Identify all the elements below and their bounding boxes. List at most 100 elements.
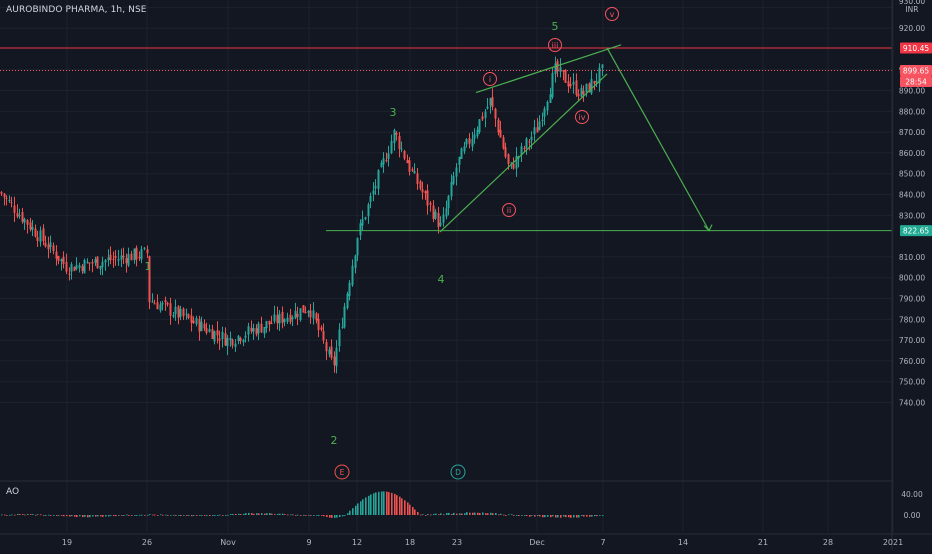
- ao-bar-209: [544, 515, 546, 518]
- candle-body-108: [281, 311, 284, 323]
- price-tick-17: 740.00: [899, 399, 925, 408]
- wave-label-1: 1: [145, 260, 152, 273]
- candle-body-56: [146, 249, 149, 254]
- price-tick-1: 920.00: [899, 24, 925, 33]
- ao-bar-115: [300, 515, 302, 516]
- time-tick-4: 12: [352, 538, 362, 547]
- candle-body-109: [283, 319, 286, 323]
- candle-body-74: [192, 320, 195, 324]
- ao-bar-33: [87, 515, 89, 518]
- ao-bar-8: [22, 514, 24, 515]
- candle-body-27: [70, 264, 73, 272]
- candle-body-64: [166, 302, 169, 305]
- candle-body-92: [239, 338, 242, 342]
- price-badge-label-1: 899.65: [903, 66, 929, 75]
- ao-bar-120: [313, 515, 315, 516]
- minor-wave-circle-v: [605, 7, 619, 21]
- candle-body-143: [372, 190, 375, 195]
- ao-bar-147: [383, 491, 385, 515]
- ao-bar-98: [256, 513, 258, 515]
- price-tick-12: 790.00: [899, 295, 925, 304]
- ao-bar-78: [204, 515, 206, 516]
- candle-body-152: [395, 132, 398, 135]
- candle-body-191: [497, 119, 500, 133]
- candle-body-67: [174, 306, 177, 315]
- candle-body-122: [317, 318, 320, 330]
- ao-bar-143: [373, 493, 375, 515]
- ao-bar-182: [474, 512, 476, 515]
- candle-body-68: [177, 306, 180, 318]
- ao-bar-110: [287, 514, 289, 516]
- candle-body-150: [390, 140, 393, 154]
- candle-body-41: [107, 257, 110, 261]
- candle-body-83: [216, 330, 219, 336]
- ao-bar-218: [568, 515, 570, 518]
- ao-bar-59: [154, 514, 156, 516]
- candle-body-200: [520, 146, 523, 155]
- candle-body-208: [541, 119, 544, 121]
- candle-body-53: [138, 256, 141, 258]
- candle-body-111: [289, 314, 292, 323]
- symbol-title[interactable]: AUROBINDO PHARMA, 1h, NSE: [6, 5, 147, 15]
- projection-line: [606, 47, 710, 231]
- drawings[interactable]: [439, 44, 713, 233]
- candle-body-51: [133, 248, 136, 261]
- candle-body-93: [242, 339, 245, 343]
- candle-body-2: [5, 197, 8, 199]
- candle-body-112: [291, 317, 294, 320]
- ao-bar-19: [50, 515, 52, 516]
- ao-bar-0: [1, 514, 3, 516]
- ao-bar-176: [459, 513, 461, 515]
- candle-body-162: [421, 189, 424, 193]
- candle-body-39: [101, 261, 104, 267]
- candle-body-192: [499, 129, 502, 138]
- candle-body-120: [312, 310, 315, 319]
- price-tick-6: 860.00: [899, 149, 925, 158]
- candle-body-147: [382, 158, 385, 165]
- candle-body-210: [546, 101, 549, 111]
- time-tick-10: 21: [758, 538, 768, 547]
- candle-body-222: [577, 94, 580, 97]
- ao-bar-189: [492, 513, 494, 515]
- price-badge-label-2: 28:54: [905, 77, 927, 86]
- ao-bar-106: [277, 513, 279, 515]
- ao-bar-188: [490, 512, 492, 515]
- time-tick-2: Nov: [220, 538, 236, 547]
- candle-body-25: [65, 262, 68, 272]
- ao-bar-71: [186, 515, 188, 516]
- candle-body-185: [481, 116, 484, 120]
- price-tick-16: 750.00: [899, 378, 925, 387]
- ao-bar-17: [45, 515, 47, 516]
- ao-indicator-label[interactable]: AO: [6, 487, 20, 497]
- ao-bar-111: [290, 514, 292, 516]
- candle-body-71: [185, 313, 188, 315]
- candle-body-61: [159, 304, 162, 311]
- candle-body-79: [205, 328, 208, 333]
- ao-bar-215: [560, 515, 562, 518]
- candle-body-100: [260, 323, 263, 333]
- candle-body-168: [437, 212, 440, 228]
- wave-label-4: 4: [438, 273, 445, 286]
- ao-bar-201: [524, 515, 526, 516]
- candle-body-223: [580, 87, 583, 97]
- price-badge-label-0: 910.45: [903, 44, 929, 53]
- ao-bar-79: [206, 515, 208, 516]
- price-badge-3: [900, 225, 932, 237]
- ao-bar-99: [258, 513, 260, 515]
- candle-body-141: [367, 204, 370, 217]
- ao-bar-124: [323, 515, 325, 517]
- candle-body-137: [356, 238, 359, 256]
- ao-bar-45: [118, 515, 120, 516]
- price-levels[interactable]: [0, 47, 892, 232]
- candle-body-75: [195, 318, 198, 325]
- ao-bar-221: [576, 515, 578, 518]
- ao-bar-202: [526, 515, 528, 516]
- ao-bar-172: [448, 512, 450, 515]
- candle-body-81: [211, 329, 214, 339]
- ao-bar-4: [11, 514, 13, 516]
- ao-histogram: [0, 480, 892, 518]
- candle-body-46: [120, 255, 123, 260]
- ao-bar-126: [329, 515, 331, 518]
